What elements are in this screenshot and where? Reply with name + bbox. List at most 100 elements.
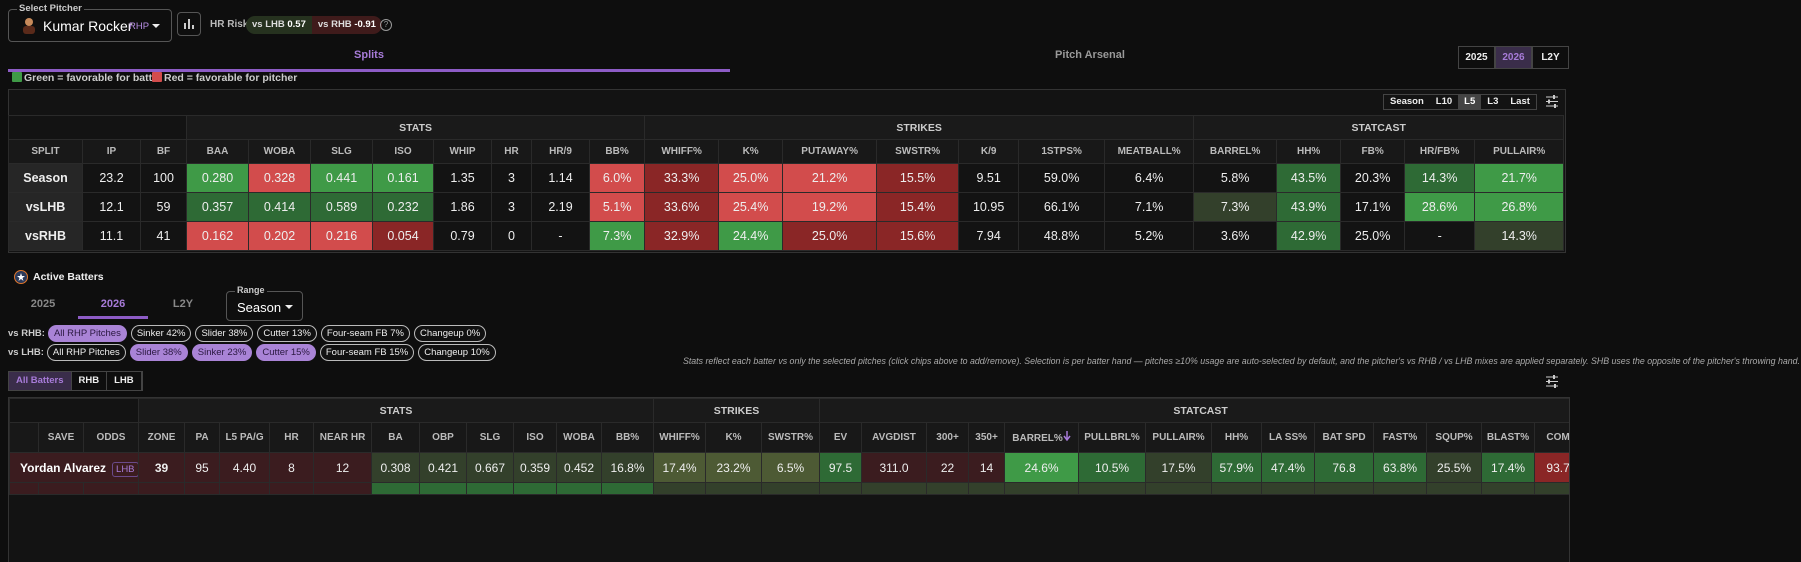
stat-cell: 4.40: [219, 452, 271, 483]
column-header: L5 PA/G: [219, 422, 271, 453]
chip[interactable]: Slider 38%: [129, 344, 188, 361]
chip[interactable]: Cutter 13%: [257, 325, 317, 342]
cell: [138, 482, 186, 495]
column-header: AVGDIST: [861, 422, 928, 453]
stat-cell: 33.6%: [644, 192, 720, 222]
tab[interactable]: Pitch Arsenal: [1055, 49, 1125, 61]
stat-cell: 0: [491, 221, 533, 251]
column-header: SQUP%: [1426, 422, 1483, 453]
chip[interactable]: Sinker 23%: [191, 344, 253, 361]
range-button[interactable]: L10: [1435, 96, 1453, 107]
column-header: COM: [1534, 422, 1569, 453]
stat-cell: 22: [926, 452, 970, 483]
group-header: STRIKES: [644, 115, 1195, 140]
stat-cell: 0.162: [186, 221, 250, 251]
stat-cell: 17.5%: [1145, 452, 1213, 483]
chip-label: vs LHB:: [8, 347, 44, 358]
stat-cell: 24.4%: [718, 221, 784, 251]
split-label: Season: [8, 163, 83, 193]
range-button[interactable]: Season: [1390, 96, 1424, 107]
column-header: BAT SPD: [1314, 422, 1375, 453]
help[interactable]: ?: [380, 19, 392, 31]
column-header: PULLBRL%: [1078, 422, 1147, 453]
chip[interactable]: All RHP Pitches: [46, 344, 126, 361]
stat-cell: 1.14: [531, 163, 591, 193]
batter-hand: LHB: [112, 461, 138, 477]
range-label: Range: [235, 285, 267, 295]
chip[interactable]: Slider 38%: [195, 325, 254, 342]
filter-button[interactable]: LHB: [107, 372, 142, 390]
chip-row: vs RHB: All RHP Pitches Sinker 42% Slider 3…: [8, 325, 490, 342]
stat-cell: 19.2%: [782, 192, 878, 222]
cell: [1145, 482, 1213, 495]
tab[interactable]: Splits: [8, 49, 730, 72]
rhb-risk-value: -0.91: [354, 19, 376, 30]
column-header: PULLAIR%: [1145, 422, 1213, 453]
lhb-risk-value: 0.57: [287, 19, 306, 30]
stat-cell: 11.1: [82, 221, 141, 251]
column-header: HR/FB%: [1404, 139, 1476, 164]
range-button[interactable]: Last: [1510, 96, 1530, 107]
season-button[interactable]: 2025: [1458, 46, 1495, 69]
settings-icon[interactable]: [1545, 375, 1559, 388]
chip[interactable]: Sinker 42%: [130, 325, 192, 342]
cell: [1534, 482, 1569, 495]
stat-cell: 0.359: [513, 452, 558, 483]
stat-cell: 311.0: [861, 452, 928, 483]
group-header: STRIKES: [653, 398, 821, 423]
column-header: OBP: [419, 422, 468, 453]
year-tab[interactable]: L2Y: [172, 298, 194, 310]
settings-icon[interactable]: [1545, 95, 1559, 108]
stat-cell: 95: [184, 452, 221, 483]
chip[interactable]: Changeup 0%: [414, 325, 487, 342]
batter-tabs: 2025 2026 L2Y: [8, 298, 218, 319]
stat-cell: 14.3%: [1404, 163, 1476, 193]
group-row: STATS STRIKES STATCAST: [7, 115, 1565, 140]
season-button[interactable]: L2Y: [1532, 46, 1569, 69]
group-header: STATS: [138, 398, 655, 423]
chart-button[interactable]: [177, 12, 201, 36]
batter-name: Yordan Alvarez: [20, 460, 107, 475]
group-cell: [9, 398, 140, 423]
range-select[interactable]: Range Season: [226, 285, 303, 321]
stat-cell: 25.4%: [718, 192, 784, 222]
filter-button[interactable]: All Batters: [9, 372, 72, 390]
year-tab[interactable]: 2025: [30, 298, 56, 310]
hr-risk-label: HR Risk: [210, 19, 249, 30]
stat-cell: 21.2%: [782, 163, 878, 193]
chip[interactable]: Cutter 15%: [256, 344, 316, 361]
stat-cell: -: [1404, 221, 1476, 251]
stat-cell: 15.4%: [876, 192, 960, 222]
cell: [556, 482, 603, 495]
pitcher-hand: RHP: [129, 21, 150, 32]
stat-cell: 43.9%: [1276, 192, 1342, 222]
range-button[interactable]: L5: [1458, 95, 1482, 109]
stat-cell: 16.8%: [601, 452, 655, 483]
filter-button[interactable]: RHB: [72, 372, 108, 390]
split-row: Season 23.2 100 0.280 0.328 0.441 0.161 1.35 3 1.…: [8, 163, 1565, 193]
pitcher-select[interactable]: Select Pitcher Kumar Rocker RHP: [8, 3, 172, 42]
chip[interactable]: Changeup 10%: [418, 344, 496, 361]
column-header: PA: [184, 422, 221, 453]
season-button[interactable]: 2026: [1495, 46, 1532, 69]
batter-name-cell: Yordan Alvarez LHB: [9, 452, 140, 483]
cell: [1373, 482, 1428, 495]
stat-cell: 6.0%: [589, 163, 646, 193]
splits-table-wrap: STATS STRIKES STATCAST SPLIT IP BF BAA WOBA SLG I…: [7, 115, 1565, 251]
range-button[interactable]: L3: [1487, 96, 1499, 107]
chip[interactable]: Four-seam FB 7%: [320, 325, 410, 342]
column-header: PUTAWAY%: [782, 139, 878, 164]
column-header: WOBA: [248, 139, 312, 164]
stat-cell: 76.8: [1314, 452, 1375, 483]
legend-swatch: [12, 72, 22, 82]
cell: [269, 482, 315, 495]
batter-row: Yordan Alvarez LHB 39 95 4.40 8 12 0.308 0.421 0.…: [9, 452, 1569, 483]
stat-cell: 0.357: [186, 192, 250, 222]
year-tab[interactable]: 2026: [78, 298, 148, 319]
stat-cell: 97.5: [819, 452, 863, 483]
chip[interactable]: All RHP Pitches: [47, 325, 127, 342]
cell: [861, 482, 928, 495]
section-title: Active Batters: [33, 271, 104, 283]
note: Stats reflect each batter vs only the se…: [682, 356, 1800, 366]
chip[interactable]: Four-seam FB 15%: [319, 344, 415, 361]
